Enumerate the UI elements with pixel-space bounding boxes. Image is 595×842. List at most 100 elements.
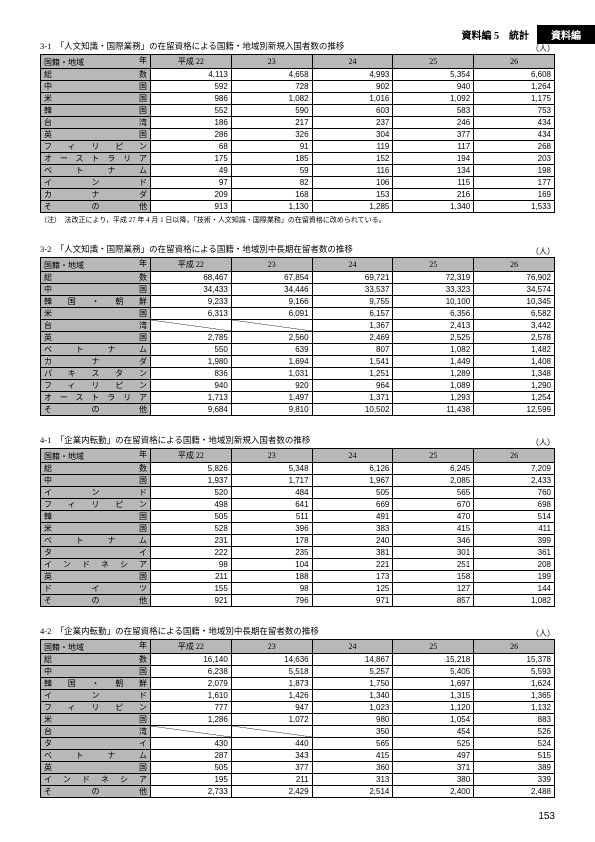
table-row: 米国528396383415411 — [41, 523, 555, 535]
cell: 153 — [312, 189, 393, 201]
cell: 377 — [393, 129, 474, 141]
row-label: ベトナム — [41, 535, 151, 547]
t31-table: 国籍・地域年平成 2223242526総数4,1134,6584,9935,35… — [40, 54, 555, 213]
cell: 69,721 — [312, 272, 393, 284]
cell: 920 — [231, 380, 312, 392]
year-col-3: 25 — [393, 640, 474, 654]
cell: 194 — [393, 153, 474, 165]
cell: 1,497 — [231, 392, 312, 404]
year-col-2: 24 — [312, 449, 393, 463]
cell: 2,433 — [474, 475, 555, 487]
unit-label: （人） — [531, 246, 555, 257]
table-row: 中国1,9371,7171,9672,0852,433 — [41, 475, 555, 487]
cell: 360 — [312, 762, 393, 774]
cell: 9,166 — [231, 296, 312, 308]
cell: 491 — [312, 511, 393, 523]
cell: 15,378 — [474, 654, 555, 666]
cell: 1,130 — [231, 201, 312, 213]
cell: 117 — [393, 141, 474, 153]
table-row: カナダ209168153216169 — [41, 189, 555, 201]
cell: 440 — [231, 738, 312, 750]
table-row: 米国9861,0821,0161,0921,175 — [41, 93, 555, 105]
cell: 72,319 — [393, 272, 474, 284]
cell: 1,082 — [393, 344, 474, 356]
cell: 5,257 — [312, 666, 393, 678]
year-col-1: 23 — [231, 449, 312, 463]
cell: 2,560 — [231, 332, 312, 344]
cell: 287 — [151, 750, 232, 762]
cell: 304 — [312, 129, 393, 141]
row-label: ドイツ — [41, 583, 151, 595]
cell: 1,289 — [393, 368, 474, 380]
cell: 1,132 — [474, 702, 555, 714]
cell: 68,467 — [151, 272, 232, 284]
cell: 67,854 — [231, 272, 312, 284]
cell: 980 — [312, 714, 393, 726]
cell: 964 — [312, 380, 393, 392]
table-row: 英国2,7852,5602,4692,5252,578 — [41, 332, 555, 344]
table-row: ドイツ15598125127144 — [41, 583, 555, 595]
cell: 1,290 — [474, 380, 555, 392]
table-row: その他9217969718571,082 — [41, 595, 555, 607]
cell: 217 — [231, 117, 312, 129]
table-row: その他9,6849,81010,50211,43812,599 — [41, 404, 555, 416]
cell: 1,426 — [231, 690, 312, 702]
cell: 186 — [151, 117, 232, 129]
cell: 515 — [474, 750, 555, 762]
cell: 505 — [312, 487, 393, 499]
cell: 350 — [312, 726, 393, 738]
table-row: フィリピン6891119117268 — [41, 141, 555, 153]
cell: 175 — [151, 153, 232, 165]
cell: 2,085 — [393, 475, 474, 487]
t32-title: 3-2 「人文知識・国際業務」の在留資格による国籍・地域別中長期在留者数の推移 — [40, 243, 353, 255]
cell: 434 — [474, 117, 555, 129]
t41-section: 4-1 「企業内転勤」の在留資格による国籍・地域別新規入国者数の推移（人）国籍・… — [40, 434, 555, 607]
cell: 185 — [231, 153, 312, 165]
cell: 5,405 — [393, 666, 474, 678]
row-label: 台湾 — [41, 117, 151, 129]
cell: 371 — [393, 762, 474, 774]
cell: 33,537 — [312, 284, 393, 296]
table-note: （注） 法改正により，平成 27 年 4 月 1 日以降，「技術・人文知識・国際… — [40, 215, 555, 225]
cell: 1,264 — [474, 81, 555, 93]
year-col-2: 24 — [312, 258, 393, 272]
region-year-header: 国籍・地域年 — [41, 449, 151, 463]
cell: 1,610 — [151, 690, 232, 702]
row-label: インド — [41, 487, 151, 499]
cell: 913 — [151, 201, 232, 213]
row-label: 総数 — [41, 69, 151, 81]
table-row: その他9131,1301,2851,3401,533 — [41, 201, 555, 213]
cell: 222 — [151, 547, 232, 559]
cell: 1,016 — [312, 93, 393, 105]
cell: 5,348 — [231, 463, 312, 475]
cell: 4,658 — [231, 69, 312, 81]
row-label: 中国 — [41, 81, 151, 93]
cell: 5,518 — [231, 666, 312, 678]
cell: 857 — [393, 595, 474, 607]
row-label: 英国 — [41, 332, 151, 344]
cell: 221 — [312, 559, 393, 571]
row-label: 中国 — [41, 475, 151, 487]
row-label: フィリピン — [41, 380, 151, 392]
t32-section: 3-2 「人文知識・国際業務」の在留資格による国籍・地域別中長期在留者数の推移 （… — [40, 243, 555, 416]
year-col-2: 24 — [312, 640, 393, 654]
cell: 134 — [393, 165, 474, 177]
row-label: カナダ — [41, 356, 151, 368]
cell: 286 — [151, 129, 232, 141]
cell: 377 — [231, 762, 312, 774]
cell: 454 — [393, 726, 474, 738]
cell: 7,209 — [474, 463, 555, 475]
cell: 1,533 — [474, 201, 555, 213]
cell: 760 — [474, 487, 555, 499]
row-label: 韓国 — [41, 511, 151, 523]
table-row: タイ430440565525524 — [41, 738, 555, 750]
cell: 12,599 — [474, 404, 555, 416]
t41-title: 4-1 「企業内転勤」の在留資格による国籍・地域別新規入国者数の推移 — [40, 434, 310, 446]
region-year-header: 国籍・地域年 — [41, 55, 151, 69]
cell: 590 — [231, 105, 312, 117]
year-col-2: 24 — [312, 55, 393, 69]
cell: 34,574 — [474, 284, 555, 296]
row-label: タイ — [41, 738, 151, 750]
cell: 1,367 — [312, 320, 393, 332]
cell: 753 — [474, 105, 555, 117]
